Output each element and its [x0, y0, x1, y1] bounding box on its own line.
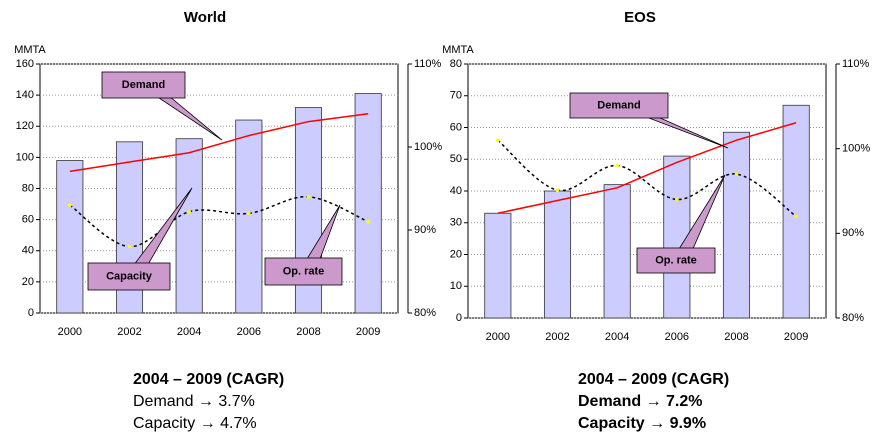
- y-tick-label: 70: [450, 90, 462, 102]
- x-tick-label: 2008: [296, 326, 320, 338]
- x-tick-label: 2000: [58, 326, 82, 338]
- point: [247, 211, 251, 216]
- y2-tick-label: 110%: [414, 58, 442, 70]
- bar: [663, 155, 691, 319]
- x-tick-label: 2002: [545, 331, 569, 343]
- bar: [543, 190, 572, 319]
- y-tick-label: 60: [450, 121, 462, 133]
- caption: Capacity → 9.9%: [578, 415, 706, 432]
- bar: [782, 104, 810, 319]
- caption: 2004 – 2009 (CAGR): [578, 371, 729, 388]
- callout-box: [636, 247, 716, 274]
- y-axis-label: MMTA: [442, 44, 474, 56]
- y-tick-label: 40: [22, 245, 34, 257]
- caption: 2004 – 2009 (CAGR): [133, 371, 284, 388]
- callout-box: [264, 257, 343, 286]
- point: [366, 219, 370, 224]
- y2-tick-label: 100%: [842, 143, 870, 155]
- point: [794, 214, 798, 219]
- y-tick-label: 60: [22, 214, 34, 226]
- point: [306, 195, 311, 199]
- chart-title: World: [184, 9, 226, 26]
- y-tick-label: 80: [450, 58, 462, 70]
- y-tick-label: 20: [450, 248, 462, 260]
- point: [496, 138, 500, 142]
- callout-box: [569, 92, 669, 119]
- x-tick-label: 2004: [177, 326, 201, 338]
- y-tick-label: 20: [22, 276, 34, 288]
- y-tick-label: 140: [16, 89, 34, 101]
- y2-tick-label: 80%: [414, 307, 436, 319]
- series-line: [69, 113, 369, 173]
- y-tick-label: 80: [22, 182, 34, 194]
- bar: [603, 184, 631, 319]
- callout-text: Op. rate: [655, 254, 697, 266]
- point: [187, 209, 191, 214]
- bar: [354, 93, 382, 314]
- point: [555, 188, 560, 192]
- x-tick-label: 2006: [665, 331, 689, 343]
- y2-tick-label: 110%: [842, 58, 870, 70]
- bar: [235, 119, 263, 314]
- point: [675, 197, 679, 202]
- y-tick-label: 0: [456, 312, 462, 324]
- y-tick-label: 40: [450, 185, 462, 197]
- x-tick-label: 2009: [356, 326, 380, 338]
- y2-tick-label: 80%: [842, 312, 864, 324]
- series-line: [497, 122, 797, 214]
- x-tick-label: 2009: [784, 331, 808, 343]
- bar: [484, 212, 512, 319]
- point: [68, 203, 72, 207]
- y-tick-label: 30: [450, 217, 462, 229]
- x-tick-label: 2000: [486, 331, 510, 343]
- x-tick-label: 2008: [724, 331, 748, 343]
- bar: [56, 160, 84, 314]
- bar: [175, 138, 203, 314]
- y2-tick-label: 90%: [842, 227, 864, 239]
- callout-text: Op. rate: [283, 265, 325, 277]
- chart-title: EOS: [624, 9, 656, 26]
- point: [734, 172, 739, 176]
- point: [127, 244, 132, 249]
- point: [615, 163, 619, 168]
- caption: Demand → 7.2%: [578, 393, 702, 410]
- series-line: [69, 196, 369, 248]
- y-axis-label: MMTA: [14, 44, 46, 56]
- y2-tick-label: 90%: [414, 224, 436, 236]
- y-tick-label: 0: [28, 307, 34, 319]
- series-line: [497, 139, 797, 218]
- caption: Demand → 3.7%: [133, 393, 255, 410]
- bar: [722, 131, 751, 319]
- x-tick-label: 2002: [117, 326, 141, 338]
- y-tick-label: 10: [450, 280, 462, 292]
- x-tick-label: 2004: [605, 331, 629, 343]
- x-tick-label: 2006: [237, 326, 261, 338]
- y-tick-label: 100: [16, 151, 34, 163]
- y-tick-label: 160: [16, 58, 34, 70]
- callout-box: [87, 262, 171, 291]
- callout-text: Demand: [122, 79, 165, 91]
- y-tick-label: 120: [16, 120, 34, 132]
- callout-box: [101, 71, 186, 99]
- callout-text: Capacity: [106, 270, 153, 282]
- y2-tick-label: 100%: [414, 141, 442, 153]
- caption: Capacity → 4.7%: [133, 415, 257, 432]
- y-tick-label: 50: [450, 153, 462, 165]
- callout-text: Demand: [597, 99, 640, 111]
